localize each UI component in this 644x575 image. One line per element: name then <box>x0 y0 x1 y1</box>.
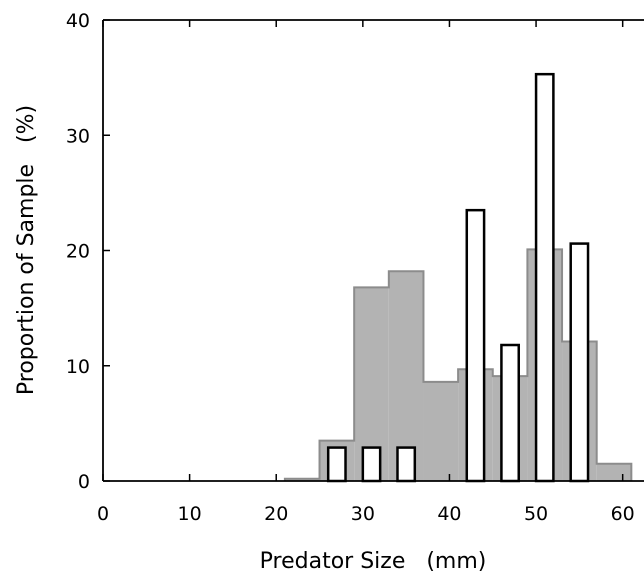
x-axis-title: Predator Size (mm) <box>260 549 487 574</box>
x-tick-label: 50 <box>524 503 548 525</box>
x-tick-label: 0 <box>97 503 109 525</box>
y-tick-label: 10 <box>66 356 90 378</box>
x-tick-label: 10 <box>178 503 202 525</box>
open-bar-0 <box>326 446 347 483</box>
y-tick-label: 40 <box>66 10 90 32</box>
y-tick-label: 0 <box>78 471 90 493</box>
y-axis-title: Proportion of Sample (%) <box>14 105 39 395</box>
open-bar-6 <box>569 242 590 483</box>
open-bar-2 <box>396 446 417 483</box>
open-bar-1 <box>361 446 382 483</box>
axes <box>102 19 644 482</box>
x-tick-label: 20 <box>264 503 288 525</box>
histogram-bin-3 <box>388 271 424 481</box>
y-tick-label: 30 <box>66 125 90 147</box>
x-tick-label: 60 <box>611 503 635 525</box>
y-tick-label: 20 <box>66 241 90 263</box>
histogram-bin-0 <box>284 478 320 481</box>
open-bar-4 <box>500 343 520 483</box>
histogram-bin-4 <box>423 381 459 481</box>
x-tick-label: 40 <box>437 503 461 525</box>
open-bar-3 <box>465 208 486 483</box>
open-bar-5 <box>534 72 555 483</box>
histogram-bin-9 <box>596 463 632 481</box>
tick-labels: 0 10 20 30 40 50 60 0 10 20 30 40 <box>66 10 635 525</box>
x-tick-label: 30 <box>351 503 375 525</box>
